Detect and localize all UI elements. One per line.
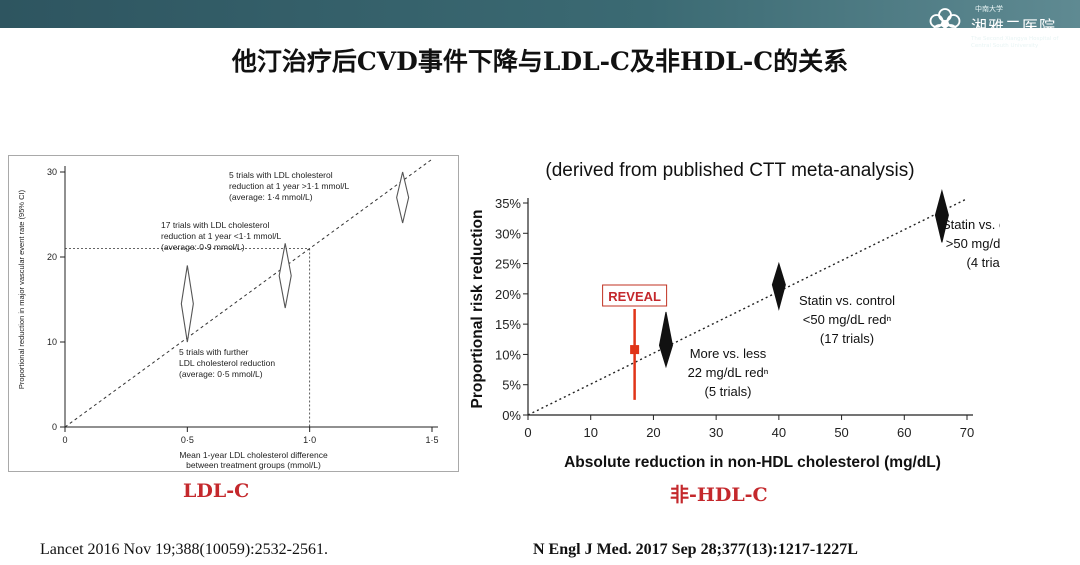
annotation-2-line: Statin vs. control	[799, 293, 895, 308]
annotation-2-line: reduction at 1 year <1·1 mmol/L	[161, 231, 282, 241]
y-axis-label: Proportional risk reduction	[469, 210, 486, 409]
ci-diamond-1	[180, 265, 194, 343]
y-tick-label: 5%	[502, 378, 521, 393]
annotation-1-line: (5 trials)	[705, 384, 752, 399]
ci-diamond-2	[278, 243, 292, 309]
annotation-2-line: 17 trials with LDL cholesterol	[161, 220, 269, 230]
y-tick-label: 0	[52, 422, 57, 432]
non-hdl-caption: 非-HDL-C	[670, 484, 768, 506]
x-axis-label: Absolute reduction in non-HDL cholestero…	[564, 454, 941, 471]
annotation-1-line: 22 mg/dL redⁿ	[688, 365, 769, 380]
header-bar	[0, 0, 1080, 28]
trend-line	[527, 198, 968, 416]
y-tick-label: 30%	[495, 226, 521, 241]
x-tick-label: 30	[709, 425, 723, 440]
ci-diamond-3	[934, 188, 949, 243]
y-tick-label: 35%	[495, 196, 521, 211]
ldl-chart: 0 10 20 30 0 0·5 1·0 1·5 5 trials with furtherLD…	[17, 158, 439, 470]
y-tick-label: 10	[47, 337, 57, 347]
reference-right: N Engl J Med. 2017 Sep 28;377(13):1217-1…	[533, 541, 858, 558]
annotation-2-line: (17 trials)	[820, 331, 874, 346]
x-tick-label: 10	[583, 425, 597, 440]
annotation-1-line: 5 trials with further	[179, 347, 249, 357]
reveal-marker	[630, 345, 640, 355]
ldl-caption: LDL-C	[183, 480, 250, 502]
chart-subtitle: (derived from published CTT meta-analysi…	[545, 160, 914, 181]
reference-left: Lancet 2016 Nov 19;388(10059):2532-2561.	[40, 541, 328, 558]
reveal-label-box	[602, 284, 668, 307]
flower-logo-icon	[929, 8, 961, 38]
annotation-3-line: >50 mg/dL redⁿ	[946, 236, 1000, 251]
y-tick-label: 25%	[495, 257, 521, 272]
non-hdl-chart: (derived from published CTT meta-analysi…	[469, 160, 1000, 471]
ldl-chart-panel: 0 10 20 30 0 0·5 1·0 1·5 5 trials with further LD…	[8, 155, 459, 472]
x-tick-label: 40	[772, 425, 786, 440]
slide-title: 他汀治疗后CVD事件下降与LDL-C及非HDL-C的关系	[231, 47, 849, 76]
logo-hospital-name: 湘雅二医院	[971, 17, 1057, 36]
y-tick-label: 20%	[495, 287, 521, 302]
y-tick-label: 15%	[495, 317, 521, 332]
non-hdl-chart-panel: (derived from published CTT meta-analysi…	[460, 145, 1000, 475]
trend-line	[64, 158, 433, 428]
annotation-2-line: <50 mg/dL redⁿ	[803, 312, 892, 327]
hospital-logo: 中南大学 湘雅二医院 The Second Xiangya Hospital o…	[905, 4, 1075, 56]
annotation-3-line: (4 trials)	[967, 255, 1000, 270]
reveal-label: REVEAL	[608, 289, 661, 304]
y-axis-label: Proportional reduction in major vascular…	[17, 189, 26, 389]
ci-diamond-1	[658, 311, 673, 369]
annotation-3-line: (average: 1·4 mmol/L)	[229, 192, 313, 202]
x-tick-label: 60	[897, 425, 911, 440]
annotation-1-line: LDL cholesterol reduction	[179, 358, 275, 368]
y-tick-label: 0%	[502, 408, 521, 423]
ci-diamond-3	[396, 171, 410, 224]
logo-university: 中南大学	[975, 5, 1003, 13]
y-tick-label: 30	[47, 167, 57, 177]
y-tick-label: 20	[47, 252, 57, 262]
annotation-3-line: reduction at 1 year >1·1 mmol/L	[229, 181, 350, 191]
x-tick-label: 20	[646, 425, 660, 440]
logo-english-name: The Second Xiangya Hospital of Central S…	[971, 36, 1059, 49]
x-tick-label: 1·5	[425, 435, 438, 445]
x-tick-label: 0	[62, 435, 67, 445]
annotation-3-line: 5 trials with LDL cholesterol	[229, 170, 333, 180]
annotation-2-line: (average: 0·9 mmol/L)	[161, 242, 245, 252]
x-axis-label: Mean 1-year LDL cholesterol difference	[179, 450, 328, 460]
annotation-1-line: (average: 0·5 mmol/L)	[179, 369, 263, 379]
x-axis-label: between treatment groups (mmol/L)	[186, 460, 321, 470]
annotation-3-line: Statin vs. control	[942, 217, 1000, 232]
x-tick-label: 70	[960, 425, 974, 440]
x-tick-label: 0·5	[181, 435, 194, 445]
annotation-1-line: More vs. less	[690, 346, 767, 361]
x-tick-label: 0	[524, 425, 531, 440]
x-tick-label: 1·0	[303, 435, 316, 445]
x-tick-label: 50	[834, 425, 848, 440]
ci-diamond-2	[771, 261, 786, 311]
y-tick-label: 10%	[495, 347, 521, 362]
